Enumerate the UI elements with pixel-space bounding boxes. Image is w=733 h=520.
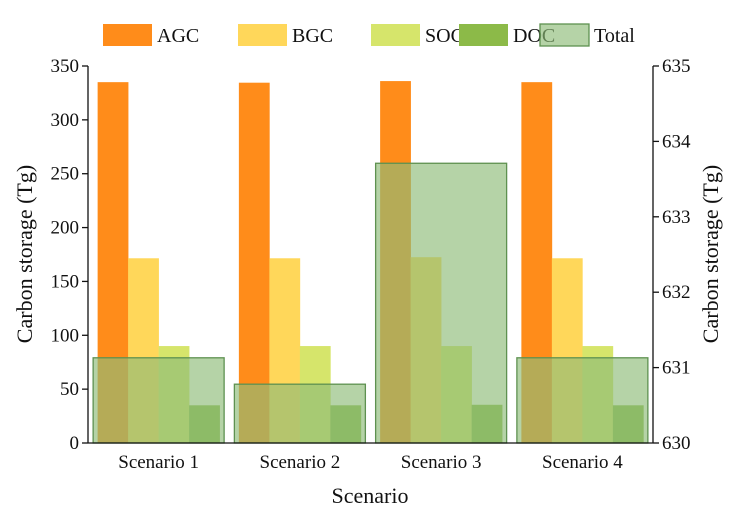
x-tick-label: Scenario 4 <box>542 452 623 473</box>
legend-label-total: Total <box>594 25 635 47</box>
axes: 0 50 100 150 200 250 300 350 630 631 632 633 634 635 S… <box>51 56 692 473</box>
y2-axis-title: Carbon storage (Tg) <box>698 165 723 343</box>
y-tick-label: 350 <box>51 56 80 77</box>
legend-label-agc: AGC <box>157 25 199 47</box>
y2-tick-label: 635 <box>662 56 691 77</box>
legend-swatch-agc <box>103 24 152 46</box>
x-tick-label: Scenario 2 <box>260 452 341 473</box>
bars-total <box>92 162 649 444</box>
x-axis-title: Scenario <box>332 483 409 508</box>
bar-total-scenario-4 <box>516 357 649 444</box>
y2-tick-label: 631 <box>662 358 691 379</box>
legend-item-total: Total <box>539 23 635 47</box>
y-tick-label: 200 <box>51 218 80 239</box>
legend-swatch-total <box>539 23 590 47</box>
y-tick-label: 100 <box>51 325 80 346</box>
y2-tick-label: 632 <box>662 282 691 303</box>
y2-tick-label: 630 <box>662 433 691 454</box>
bar-total-scenario-2 <box>233 383 367 444</box>
y2-tick-label: 634 <box>662 131 691 152</box>
x-tick-label: Scenario 1 <box>118 452 199 473</box>
y-tick-label: 50 <box>60 379 79 400</box>
legend-swatch-soc <box>371 24 420 46</box>
legend-item-agc: AGC <box>103 24 199 47</box>
legend-label-soc: SOC <box>425 25 464 47</box>
y-axis-title: Carbon storage (Tg) <box>12 165 37 343</box>
legend-label-bgc: BGC <box>292 25 333 47</box>
legend-swatch-doc <box>459 24 508 46</box>
bar-total-scenario-3 <box>374 162 508 444</box>
legend: AGC BGC SOC DOC Total <box>103 23 635 47</box>
x-tick-label: Scenario 3 <box>401 452 482 473</box>
y-tick-label: 250 <box>51 164 80 185</box>
legend-item-bgc: BGC <box>238 24 333 47</box>
y-tick-label: 150 <box>51 271 80 292</box>
legend-item-soc: SOC <box>371 24 464 47</box>
legend-swatch-bgc <box>238 24 287 46</box>
y-tick-label: 0 <box>70 433 80 454</box>
bar-agc-scenario-2 <box>238 82 270 444</box>
y-tick-label: 300 <box>51 110 80 131</box>
y2-tick-label: 633 <box>662 207 691 228</box>
bar-total-scenario-1 <box>92 357 225 444</box>
